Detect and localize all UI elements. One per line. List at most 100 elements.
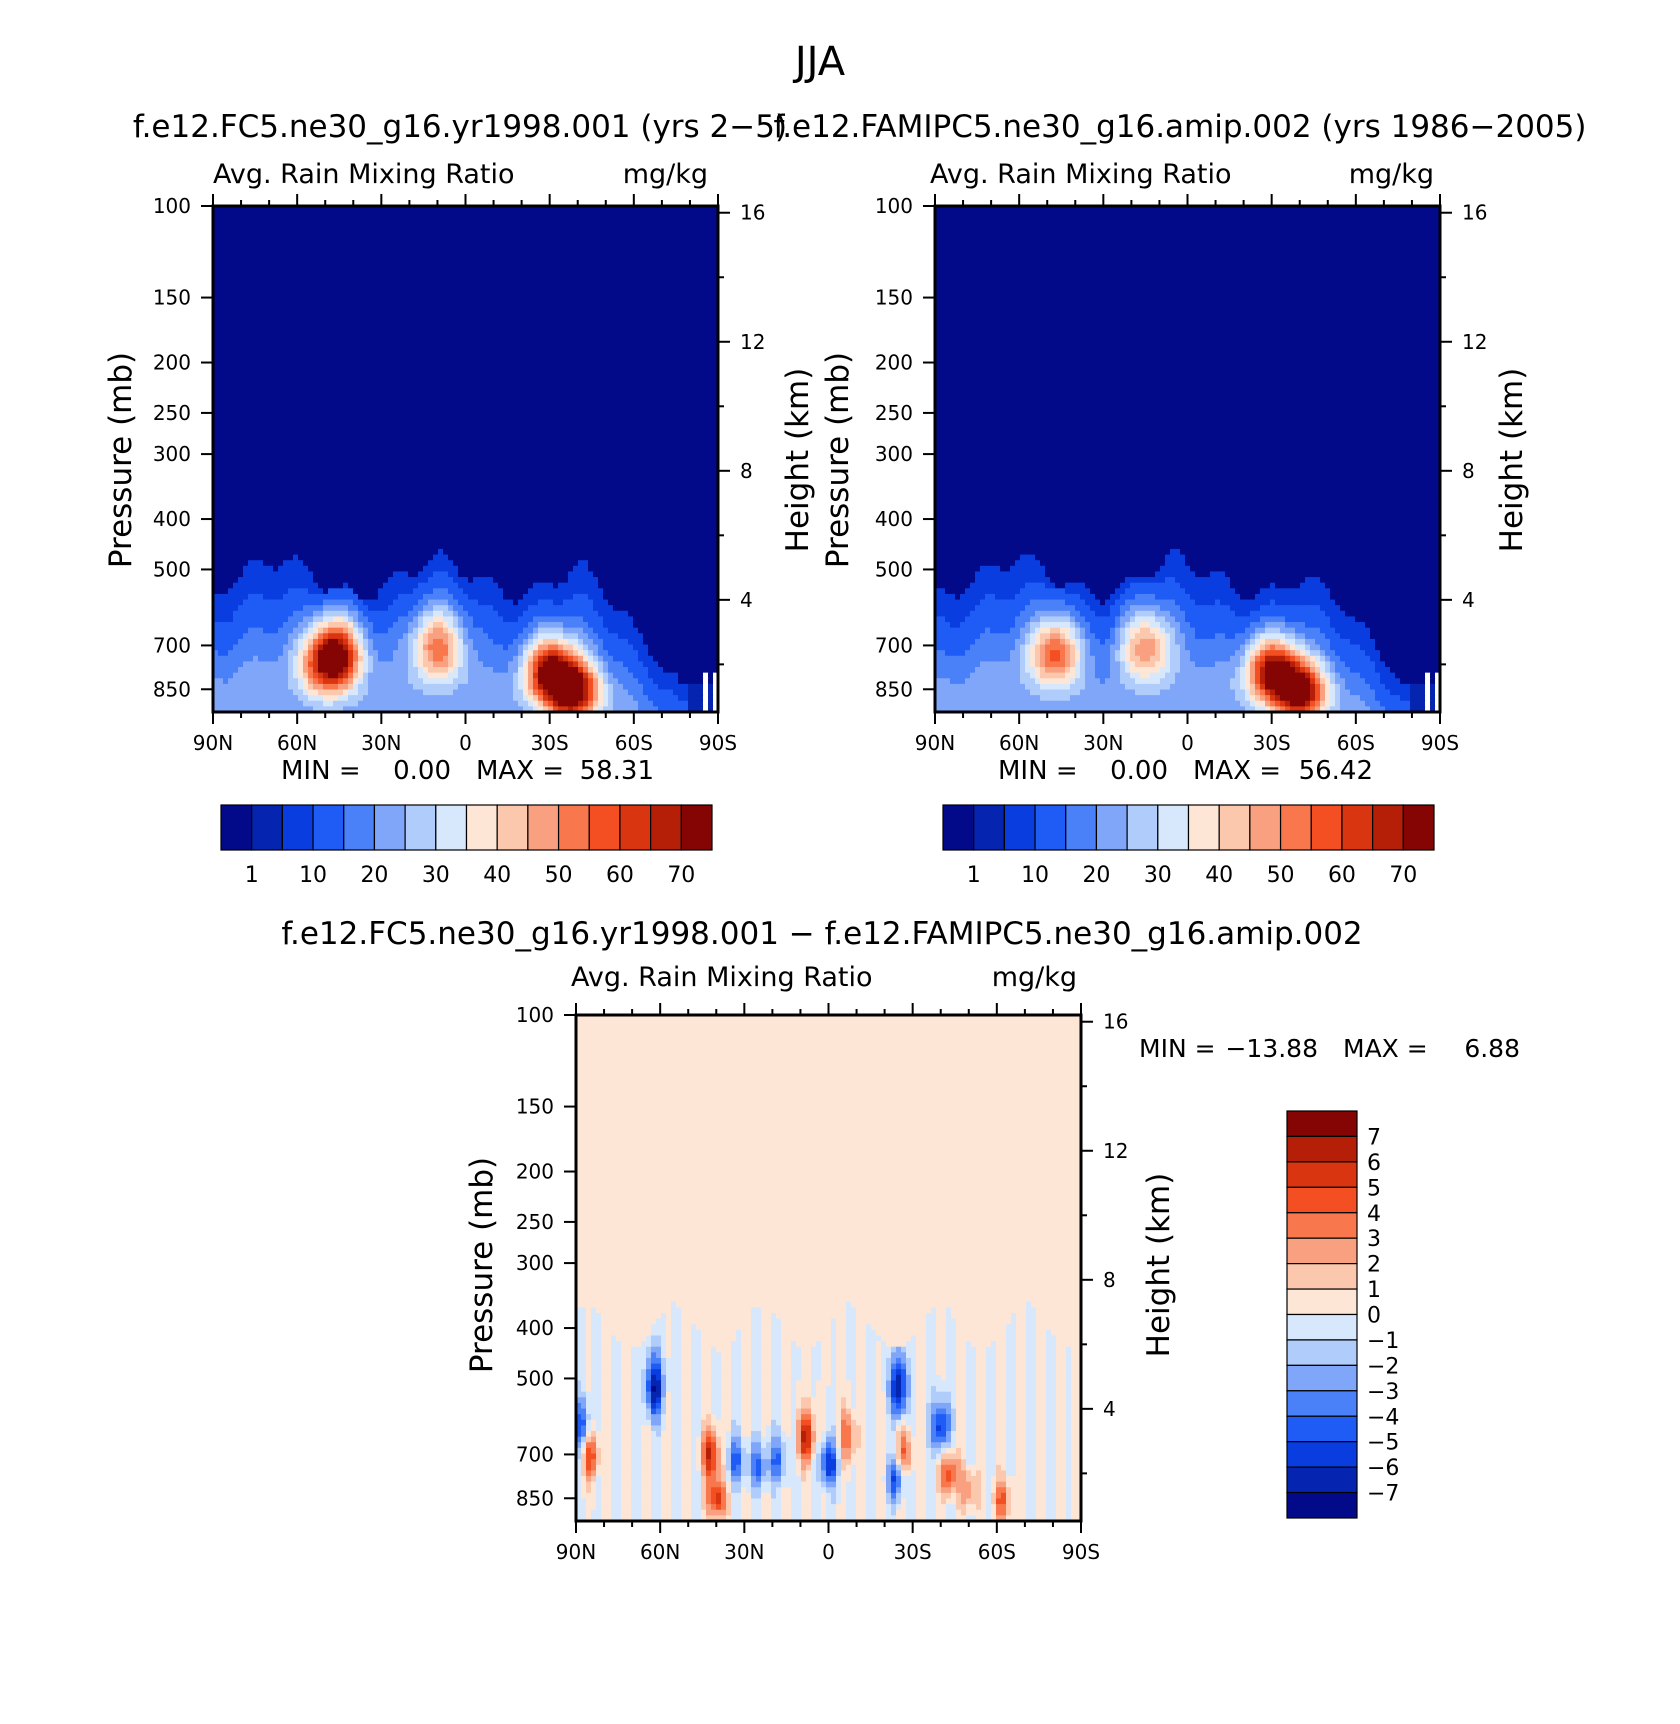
- field-cell: [343, 234, 349, 241]
- field-cell: [438, 419, 444, 426]
- field-cell: [298, 357, 304, 365]
- field-cell: [638, 284, 644, 291]
- field-cell: [693, 301, 699, 308]
- field-cell: [463, 256, 469, 263]
- field-cell: [438, 273, 444, 280]
- field-cell: [263, 475, 269, 483]
- field-cell: [233, 442, 239, 449]
- field-cell: [563, 329, 569, 336]
- field-cell: [393, 295, 399, 303]
- field-cell: [358, 228, 364, 235]
- field-cell: [318, 408, 324, 415]
- field-cell: [563, 318, 569, 325]
- field-cell: [633, 357, 639, 365]
- field-cell: [233, 340, 239, 348]
- field-cell: [533, 262, 539, 269]
- field-cell: [293, 217, 299, 224]
- field-cell: [348, 329, 354, 336]
- field-cell: [563, 284, 569, 291]
- field-cell: [563, 250, 569, 258]
- field-cell: [633, 335, 639, 342]
- field-cell: [448, 256, 454, 263]
- field-cell: [693, 470, 699, 477]
- field-cell: [628, 414, 634, 421]
- field-cell: [258, 211, 264, 218]
- field-cell: [713, 402, 719, 409]
- field-cell: [573, 290, 579, 297]
- field-cell: [263, 380, 269, 387]
- field-cell: [558, 414, 564, 421]
- field-cell: [533, 256, 539, 263]
- field-cell: [523, 419, 529, 426]
- field-cell: [283, 295, 289, 303]
- field-cell: [638, 301, 644, 308]
- field-cell: [658, 380, 664, 387]
- field-cell: [508, 442, 514, 449]
- field-cell: [603, 363, 609, 370]
- field-cell: [653, 436, 659, 443]
- field-cell: [543, 385, 549, 393]
- field-cell: [603, 211, 609, 218]
- field-cell: [433, 239, 439, 246]
- field-cell: [648, 211, 654, 218]
- field-cell: [373, 419, 379, 426]
- field-cell: [663, 295, 669, 303]
- field-cell: [683, 239, 689, 246]
- field-cell: [578, 363, 584, 370]
- field-cell: [638, 267, 644, 275]
- field-cell: [293, 273, 299, 280]
- field-cell: [543, 245, 549, 252]
- field-cell: [243, 324, 249, 331]
- field-cell: [478, 430, 484, 438]
- field-cell: [468, 239, 474, 246]
- field-cell: [298, 385, 304, 393]
- field-cell: [388, 391, 394, 398]
- field-cell: [213, 335, 219, 342]
- field-cell: [388, 352, 394, 359]
- field-cell: [538, 290, 544, 297]
- field-cell: [438, 284, 444, 291]
- field-cell: [263, 245, 269, 252]
- field-cell: [673, 324, 679, 331]
- field-cell: [293, 301, 299, 308]
- field-cell: [328, 312, 334, 320]
- field-cell: [448, 430, 454, 438]
- field-cell: [513, 267, 519, 275]
- field-cell: [593, 267, 599, 275]
- field-cell: [268, 346, 274, 353]
- field-cell: [468, 419, 474, 426]
- field-cell: [448, 391, 454, 398]
- field-cell: [348, 217, 354, 224]
- field-cell: [608, 447, 614, 454]
- field-cell: [623, 318, 629, 325]
- field-cell: [258, 228, 264, 235]
- field-cell: [213, 380, 219, 387]
- field-cell: [288, 481, 294, 488]
- field-cell: [298, 290, 304, 297]
- field-cell: [648, 346, 654, 353]
- field-cell: [608, 312, 614, 320]
- field-cell: [553, 380, 559, 387]
- field-cell: [573, 262, 579, 269]
- field-cell: [543, 295, 549, 303]
- field-cell: [373, 453, 379, 460]
- field-cell: [423, 352, 429, 359]
- field-cell: [543, 290, 549, 297]
- field-cell: [503, 374, 509, 381]
- field-cell: [503, 419, 509, 426]
- field-cell: [338, 470, 344, 477]
- field-cell: [703, 273, 709, 280]
- field-cell: [673, 211, 679, 218]
- field-cell: [613, 335, 619, 342]
- field-cell: [708, 234, 714, 241]
- field-cell: [433, 442, 439, 449]
- field-cell: [398, 279, 404, 286]
- field-cell: [643, 459, 649, 466]
- field-cell: [513, 430, 519, 438]
- field-cell: [608, 442, 614, 449]
- field-cell: [528, 436, 534, 443]
- field-cell: [373, 250, 379, 258]
- field-cell: [518, 459, 524, 466]
- field-cell: [258, 273, 264, 280]
- field-cell: [578, 414, 584, 421]
